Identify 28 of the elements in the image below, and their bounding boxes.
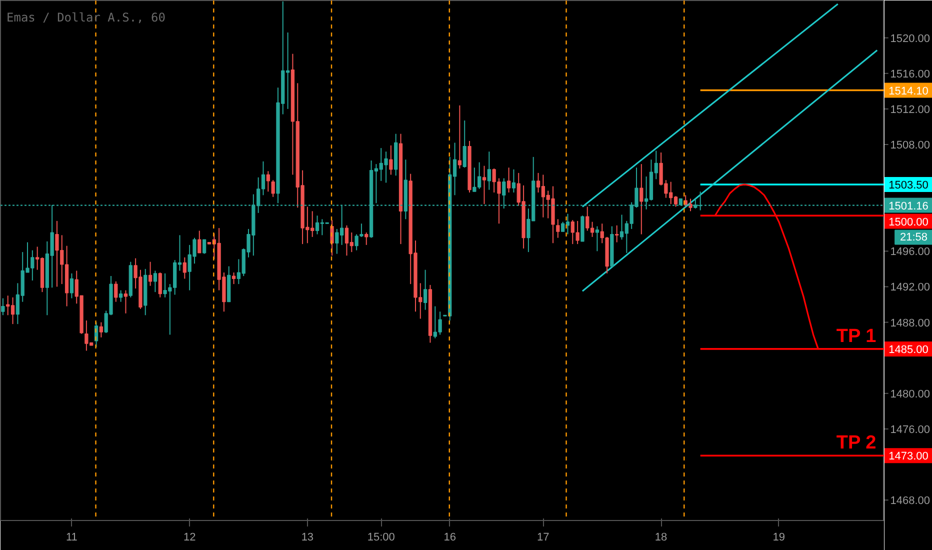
ref-line-label: 1503.50 <box>888 180 928 192</box>
ref-line-label: 1514.10 <box>888 85 928 98</box>
y-tick-label: 1492.00 <box>890 282 930 294</box>
annotation: TP 1 <box>836 326 877 347</box>
y-tick-label: 1468.00 <box>890 495 930 508</box>
x-tick-label: 17 <box>537 532 550 544</box>
annotation: TP 2 <box>836 432 876 454</box>
y-tick-label: 1516.00 <box>890 68 930 80</box>
y-tick-label: 1496.00 <box>890 246 930 258</box>
ref-line-label: 1485.00 <box>888 344 928 356</box>
y-tick-label: 1512.00 <box>890 104 930 116</box>
x-tick-label: 12 <box>183 532 196 544</box>
y-tick-label: 1476.00 <box>890 424 930 436</box>
text: 21:58 <box>900 231 928 244</box>
x-tick-label: 18 <box>654 532 668 544</box>
x-tick-label: 16 <box>444 532 456 544</box>
x-tick-label: 15:00 <box>367 532 395 544</box>
ref-line-label: 1473.00 <box>888 450 928 463</box>
text: Emas / Dollar A.S., 60 <box>6 10 166 24</box>
y-tick-label: 1508.00 <box>890 140 930 152</box>
y-tick-label: 1520.00 <box>890 32 930 45</box>
y-tick-label: 1480.00 <box>890 388 930 400</box>
y-tick-label: 1488.00 <box>890 317 930 330</box>
x-tick-label: 13 <box>301 532 314 544</box>
ref-line-label: 1500.00 <box>888 216 928 228</box>
ref-line-label: 1501.16 <box>888 200 928 212</box>
x-tick-label: 19 <box>772 532 786 544</box>
x-tick-label: 11 <box>66 532 78 544</box>
